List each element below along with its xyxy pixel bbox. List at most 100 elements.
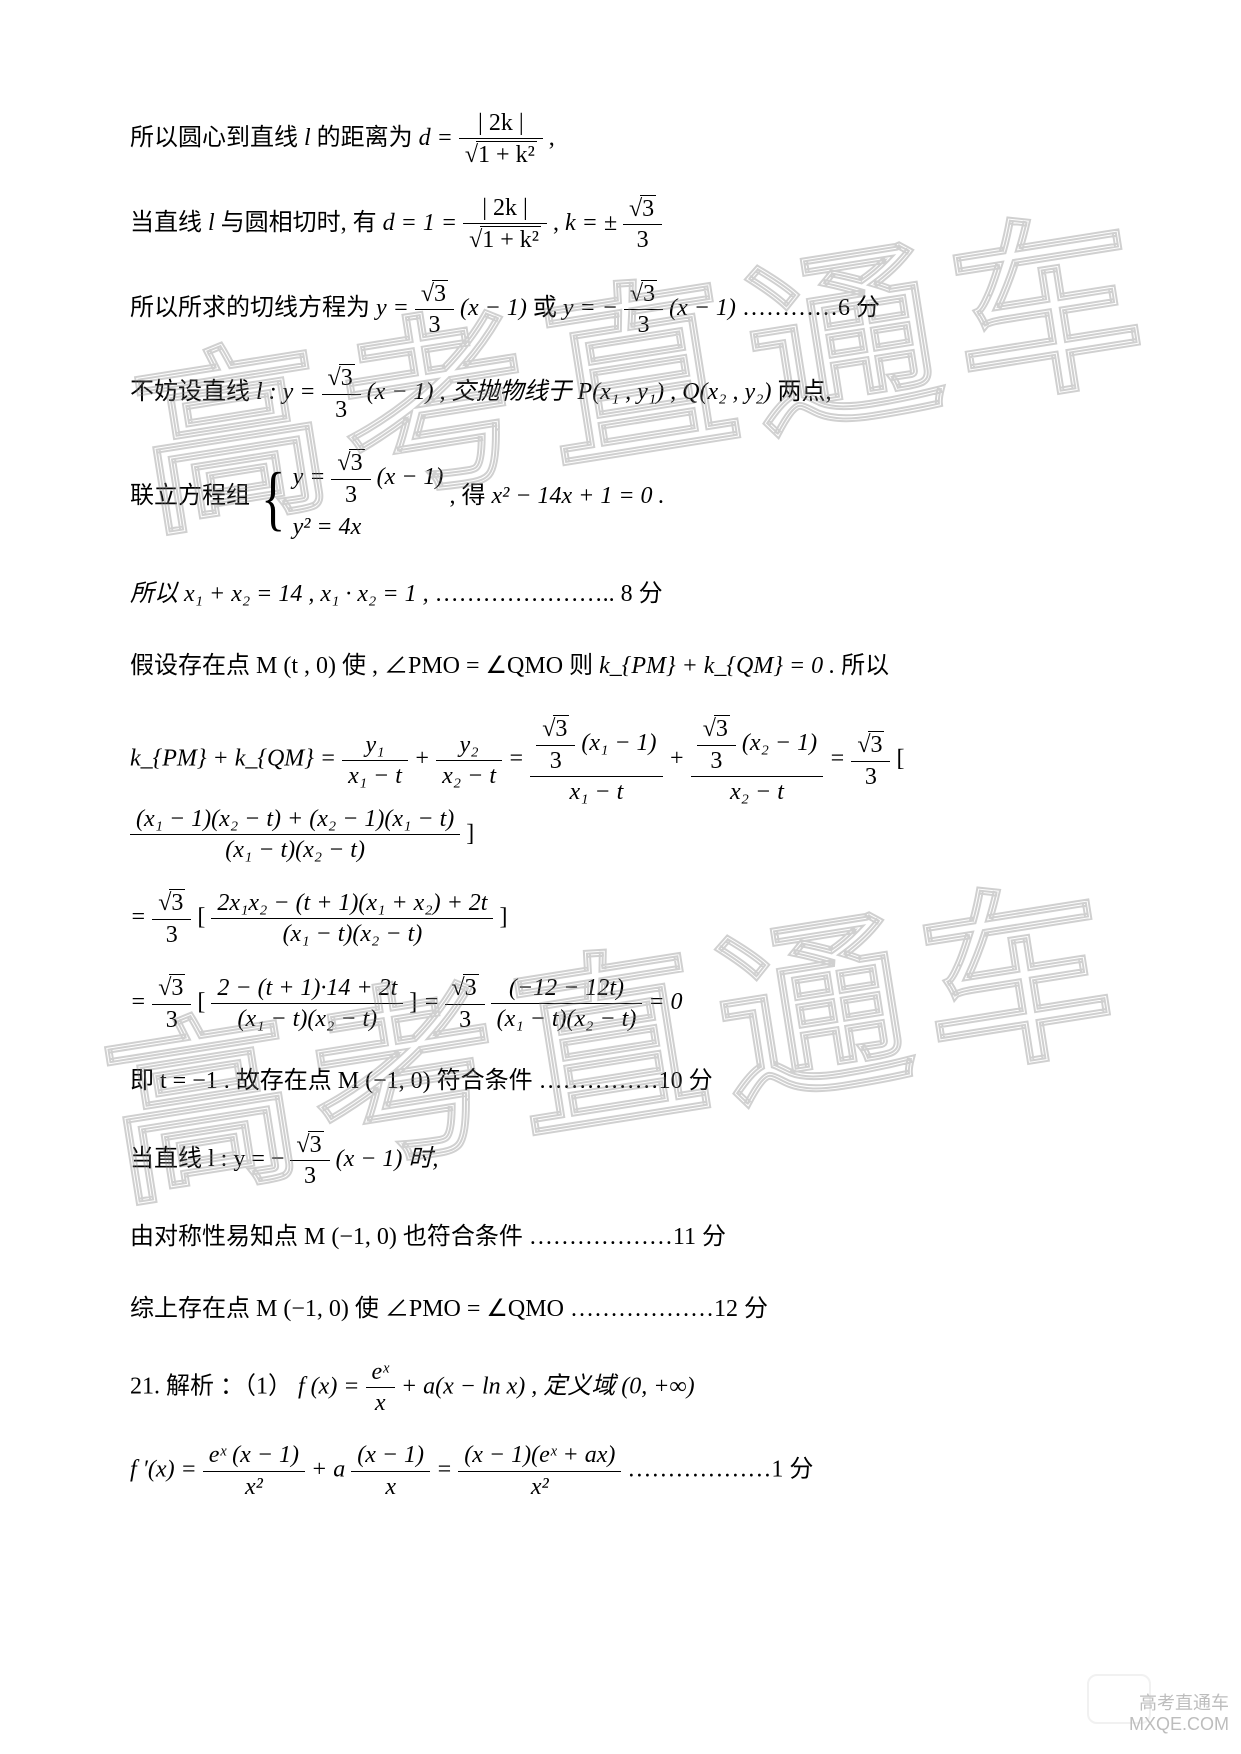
l05-poly: x² − 14x + 1 = 0 . — [491, 483, 664, 509]
l16-fracC: (x − 1)(eˣ + ax) x² — [458, 1442, 621, 1500]
l03-eqB-tail: (x − 1) — [669, 294, 736, 320]
l16-numB: (x − 1) — [351, 1442, 430, 1471]
l02-mid: 与圆相切时, 有 — [221, 210, 383, 236]
l12-num: 3 — [290, 1131, 329, 1161]
l08-big: (x₁ − 1)(x₂ − t) + (x₂ − 1)(x₁ − t) (x₁ … — [130, 806, 460, 864]
l08-f4n-coef-n: 3 — [697, 715, 736, 745]
l16-numA: eˣ (x − 1) — [203, 1442, 305, 1471]
line-07: 假设存在点 M (t , 0) 使 , ∠PMO = ∠QMO 则 k_{PM}… — [130, 644, 1111, 690]
l09-coef-d: 3 — [152, 920, 191, 948]
l08-eq1: = — [508, 746, 530, 772]
line-02: 当直线 l 与圆相切时, 有 d = 1 = | 2k | 1 + k² , k… — [130, 195, 1111, 254]
l16-denB: x — [351, 1472, 430, 1500]
l08-big-n: (x₁ − 1)(x₂ − t) + (x₂ − 1)(x₁ − t) — [130, 806, 460, 835]
l02-numA: | 2k | — [463, 195, 547, 224]
l09-coef-rad: 3 — [169, 889, 185, 916]
l04-l: l : y = — [256, 379, 316, 405]
l04-den: 3 — [322, 395, 361, 423]
l03-or: 或 — [533, 294, 563, 320]
l12-num-rad: 3 — [308, 1131, 324, 1158]
line-06: 所以 x₁ + x₂ = 14 , x₁ · x₂ = 1 , ………………….… — [130, 572, 1111, 618]
l10-rb: ] — [409, 989, 417, 1015]
l05-row1-frac: 3 3 — [331, 449, 370, 508]
l09-lb: [ — [197, 904, 205, 930]
l09-coef: 3 3 — [152, 889, 191, 948]
l13-text: 由对称性易知点 M (−1, 0) 也符合条件 — [130, 1224, 523, 1250]
l10-fracB: (−12 − 12t) (x₁ − t)(x₂ − t) — [491, 975, 643, 1033]
l08-f3: 3 3 (x₁ − 1) x₁ − t — [530, 715, 662, 805]
l09-frac: 2x₁x₂ − (t + 1)(x₁ + x₂) + 2t (x₁ − t)(x… — [211, 890, 493, 948]
score-12: ………………12 分 — [570, 1296, 768, 1322]
score-6: …………6 分 — [742, 294, 880, 320]
l16-denC: x² — [458, 1472, 621, 1500]
l08-bigcoef: 3 3 — [851, 731, 890, 790]
l03-fracB: 3 3 — [624, 280, 663, 339]
l02-numB: 3 — [623, 195, 662, 225]
score-1: ………………1 分 — [627, 1457, 813, 1483]
l05-row1-num: 3 — [331, 449, 370, 479]
score-10: ……………10 分 — [539, 1068, 713, 1094]
l02-denB: 3 — [623, 225, 662, 253]
l05-row1-num-rad: 3 — [349, 449, 365, 476]
line-12: 当直线 l : y = − 3 3 (x − 1) 时, — [130, 1131, 1111, 1190]
l15-frac: eˣ x — [366, 1359, 395, 1417]
l10-fracA: 2 − (t + 1)·14 + 2t (x₁ − t)(x₂ − t) — [211, 975, 403, 1033]
l08-f2n: y₂ — [436, 732, 502, 761]
l04-tail1: (x − 1) , 交抛物线于 — [367, 379, 578, 405]
l08-f3n-tail: (x₁ − 1) — [581, 730, 656, 756]
l03-denB: 3 — [624, 310, 663, 338]
l04-end: 两点, — [777, 379, 831, 405]
l09-coef-n: 3 — [152, 889, 191, 919]
l02-pre: 当直线 — [130, 210, 202, 236]
l02-comma: , — [553, 210, 565, 236]
l12-tail: (x − 1) 时, — [336, 1146, 439, 1172]
l12-frac: 3 3 — [290, 1131, 329, 1190]
l01-frac-den: 1 + k² — [459, 139, 543, 168]
l08-plus1: + — [414, 746, 436, 772]
l08-bigcoef-rad: 3 — [868, 731, 884, 758]
l15-pre: 21. 解析 ：（1） — [130, 1373, 298, 1399]
l03-numA: 3 — [415, 280, 454, 310]
corner-line1: 高考直通车 — [1129, 1693, 1229, 1715]
l08-plus2: + — [669, 746, 691, 772]
l08-bigcoef-d: 3 — [851, 762, 890, 790]
page-root: 高考直通车 高考直通车 所以圆心到直线 l 的距离为 d = | 2k | 1 … — [0, 0, 1241, 1754]
l07b: k_{PM} + k_{QM} = 0 . — [599, 653, 835, 679]
l03-eqA-pre: y = — [376, 294, 409, 320]
l05-aftr: , 得 — [449, 483, 491, 509]
l16-pre: f ′(x) = — [130, 1457, 203, 1483]
line-01: 所以圆心到直线 l 的距离为 d = | 2k | 1 + k² , — [130, 110, 1111, 169]
l08-f3n-coef-d: 3 — [536, 746, 575, 774]
l08-f4d: x₂ − t — [691, 777, 823, 805]
l10-tail: = 0 — [648, 989, 682, 1015]
l06-text: 所以 x₁ + x₂ = 14 , x₁ · x₂ = 1 , — [130, 581, 435, 607]
l02-numB-rad: 3 — [640, 195, 656, 222]
l14-text: 综上存在点 M (−1, 0) 使 ∠PMO = ∠QMO — [130, 1296, 570, 1322]
l16-fracA: eˣ (x − 1) x² — [203, 1442, 305, 1500]
l01-den-rad: 1 + k² — [476, 141, 537, 168]
l08-f1: y₁ x₁ − t — [342, 732, 408, 790]
l03-fracA: 3 3 — [415, 280, 454, 339]
line-04: 不妨设直线 l : y = 3 3 (x − 1) , 交抛物线于 P(x₁ ,… — [130, 364, 1111, 423]
line-13: 由对称性易知点 M (−1, 0) 也符合条件 ………………11 分 — [130, 1215, 1111, 1261]
corner-watermark: 高考直通车 MXQE.COM — [1129, 1693, 1229, 1736]
l10-coef2-n: 3 — [445, 974, 484, 1004]
l10-coef-rad: 3 — [169, 974, 185, 1001]
l03-pre: 所以所求的切线方程为 — [130, 294, 376, 320]
l16-denA: x² — [203, 1472, 305, 1500]
line-05: 联立方程组 { y = 3 3 (x − 1) y² = 4x , 得 x² −… — [130, 449, 1111, 546]
l10-numA: 2 − (t + 1)·14 + 2t — [211, 975, 403, 1004]
l10-coef-d: 3 — [152, 1005, 191, 1033]
l15-den: x — [366, 1388, 395, 1416]
brace-left-icon: { — [261, 462, 285, 534]
l10-coef2-rad: 3 — [463, 974, 479, 1001]
l10-denA: (x₁ − t)(x₂ − t) — [211, 1004, 403, 1032]
l10-lb: [ — [197, 989, 205, 1015]
l05-row1-den: 3 — [331, 480, 370, 508]
l05-row2: y² = 4x — [293, 508, 444, 546]
l04-pre: 不妨设直线 — [130, 379, 256, 405]
l08-head: k_{PM} + k_{QM} = — [130, 746, 336, 772]
l08-f3n-coef: 3 3 — [536, 715, 575, 774]
l02-fracB: 3 3 — [623, 195, 662, 254]
l08-f1n: y₁ — [342, 732, 408, 761]
